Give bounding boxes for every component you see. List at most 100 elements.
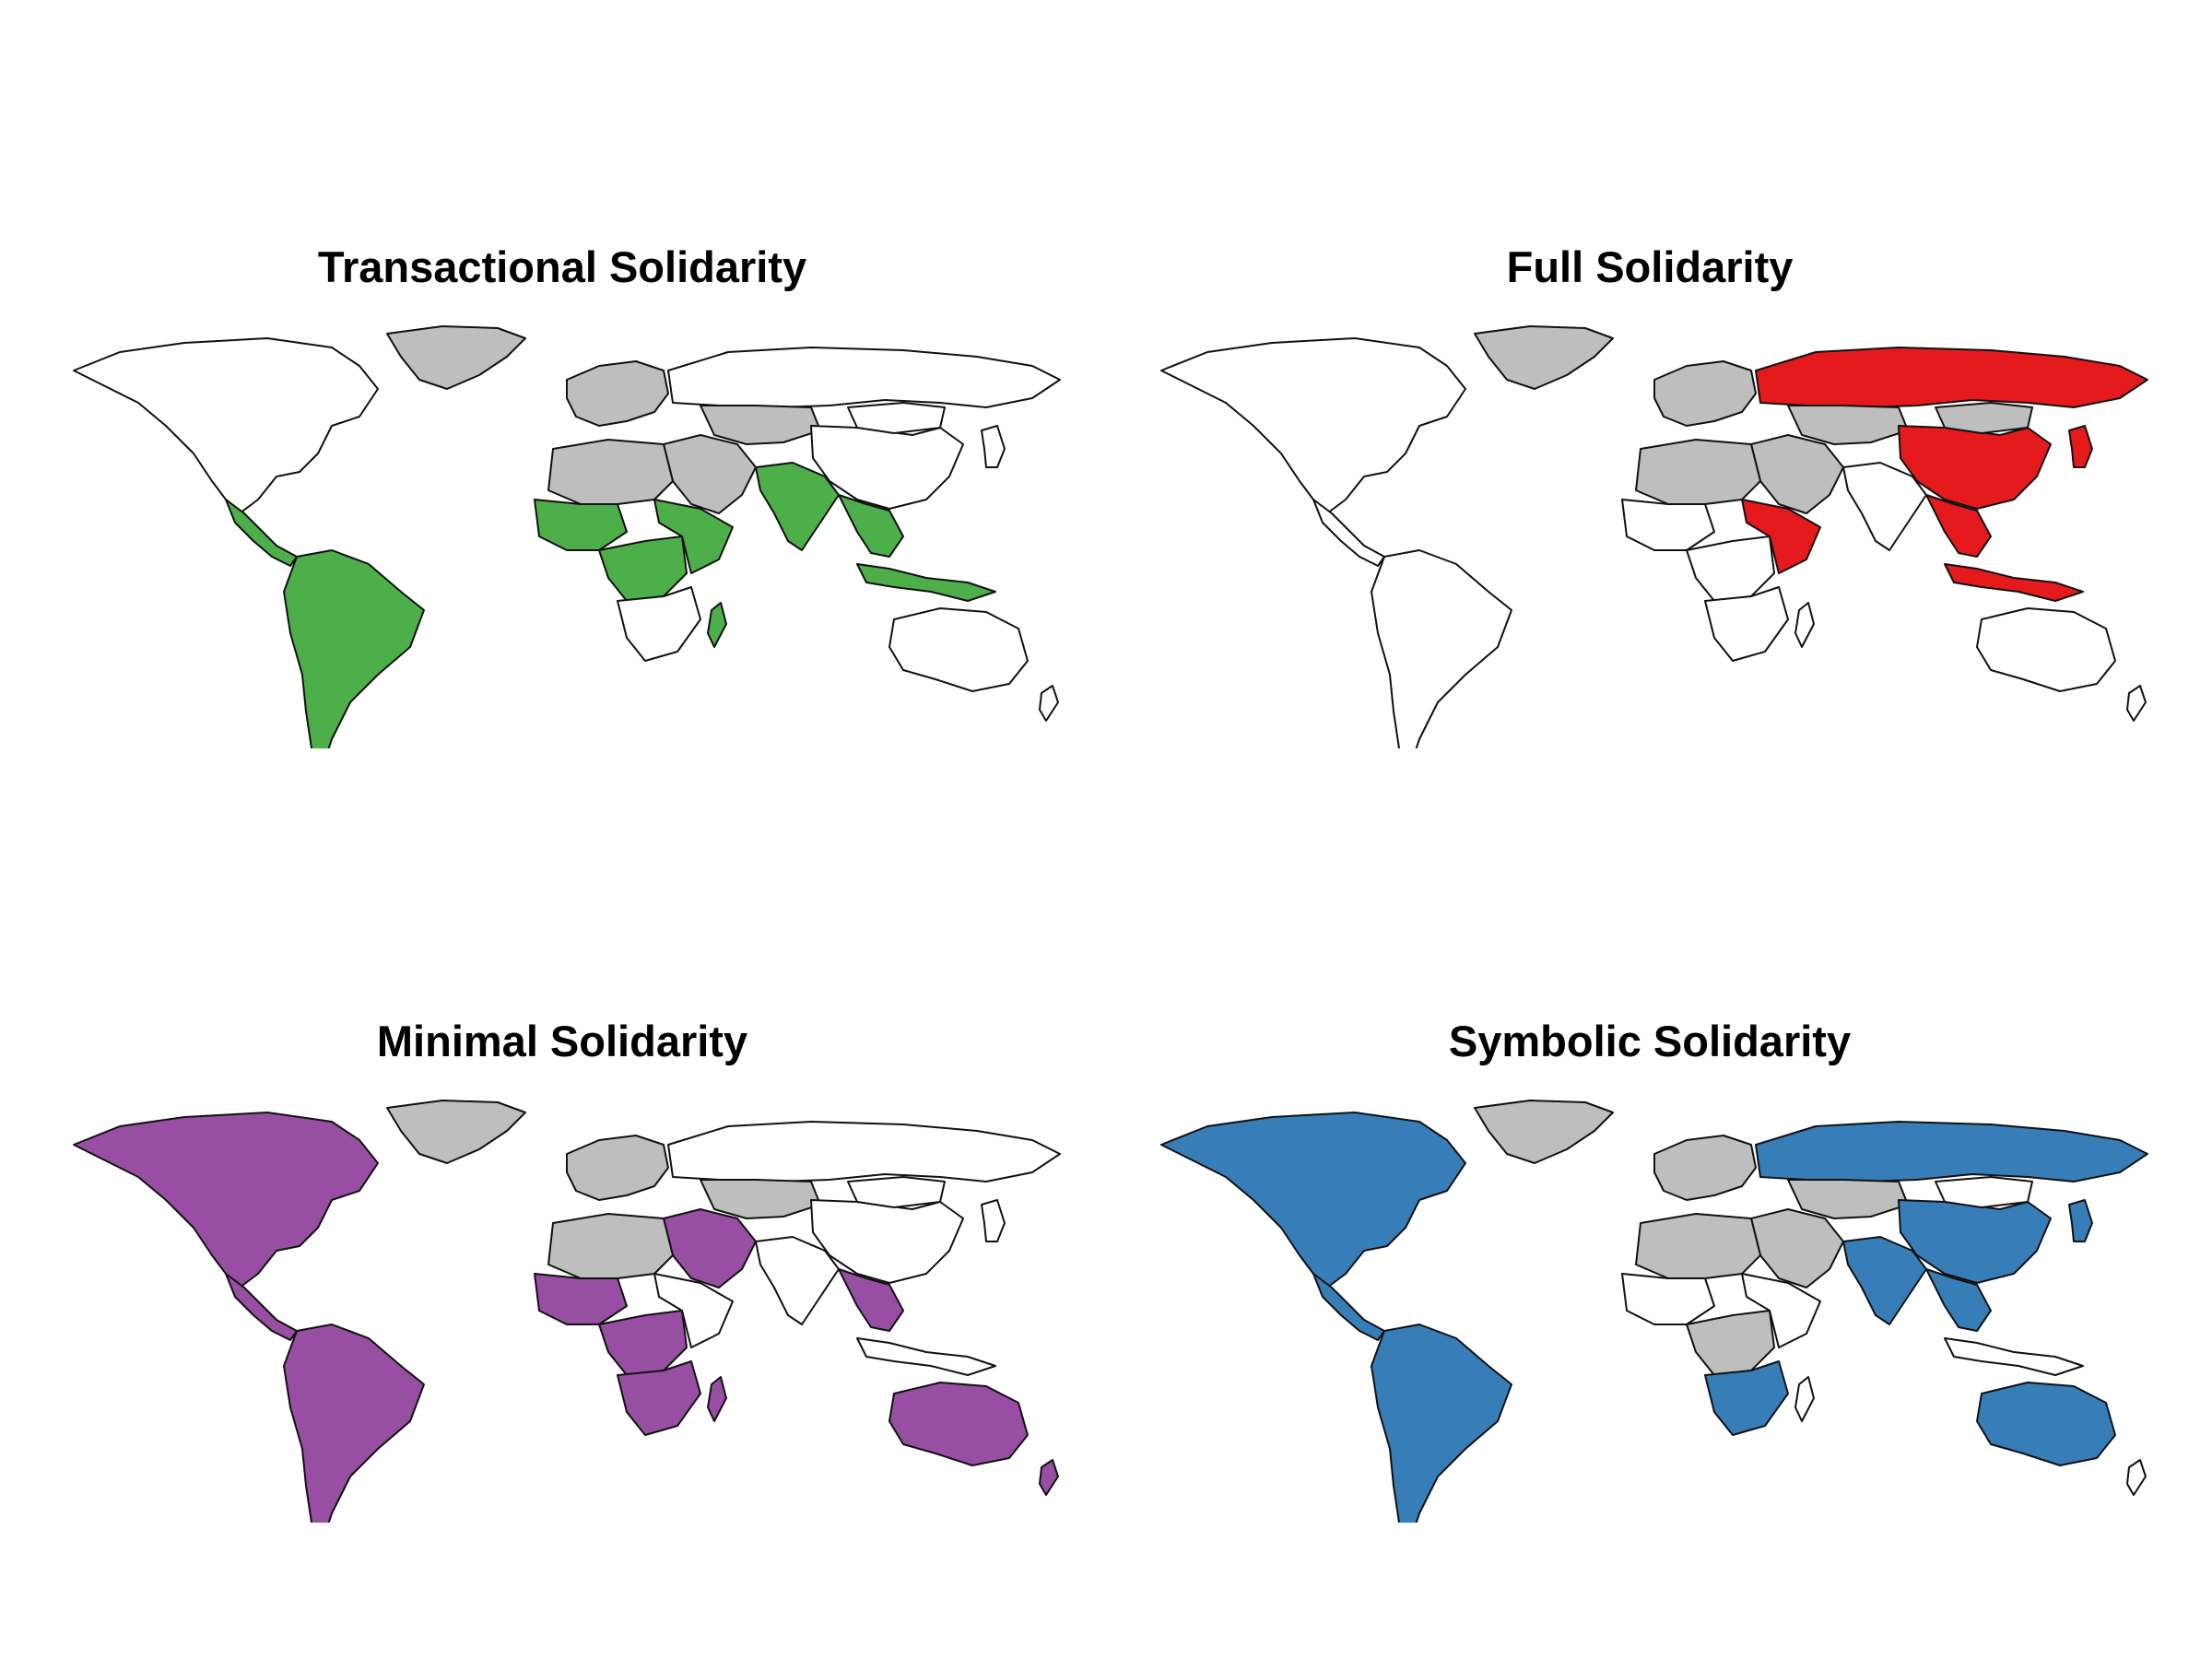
region-india <box>755 462 840 551</box>
region-indonesia <box>856 1337 996 1376</box>
map-canvas <box>1160 1100 2148 1523</box>
region-southeast-asia <box>838 1268 904 1332</box>
region-central-africa <box>598 535 688 602</box>
region-central-asia <box>700 405 821 445</box>
region-china <box>810 425 964 510</box>
region-madagascar <box>707 602 727 648</box>
region-madagascar <box>707 1376 727 1422</box>
region-new-zealand <box>1039 685 1059 722</box>
region-russia <box>667 347 1061 408</box>
region-madagascar <box>1794 602 1815 648</box>
panel-transactional: Transactional Solidarity <box>55 241 1069 758</box>
world-map <box>55 315 1069 748</box>
panel-title: Minimal Solidarity <box>376 1017 748 1065</box>
world-map <box>55 1089 1069 1523</box>
region-europe <box>1653 360 1757 427</box>
region-new-zealand <box>1039 1459 1059 1496</box>
region-west-africa <box>1621 1273 1715 1325</box>
region-australia <box>888 607 1029 692</box>
region-russia <box>1755 1121 2148 1182</box>
region-china <box>810 1199 964 1284</box>
region-mongolia <box>847 1176 946 1208</box>
region-greenland <box>386 325 526 390</box>
region-north-america <box>73 1112 379 1288</box>
region-new-zealand <box>2126 1459 2147 1496</box>
region-middle-east <box>1750 1208 1844 1288</box>
region-north-africa <box>1635 1213 1761 1279</box>
map-canvas <box>73 1100 1061 1523</box>
region-japan <box>2068 1199 2093 1242</box>
region-australia <box>1976 1382 2116 1466</box>
panel-minimal: Minimal Solidarity <box>55 1016 1069 1532</box>
region-central-asia <box>1787 1179 1909 1219</box>
region-north-africa <box>547 439 674 505</box>
region-south-america <box>283 1324 425 1523</box>
region-greenland <box>386 1100 526 1164</box>
region-mongolia <box>847 402 946 434</box>
region-southern-africa <box>617 1360 701 1436</box>
region-australia <box>888 1382 1029 1466</box>
region-japan <box>981 1199 1006 1242</box>
region-north-america <box>1160 337 1466 514</box>
region-australia <box>1976 607 2116 692</box>
region-japan <box>981 425 1006 468</box>
panel-title: Transactional Solidarity <box>317 242 807 291</box>
region-southeast-asia <box>838 494 904 558</box>
region-central-america <box>225 499 298 567</box>
region-central-africa <box>598 1310 688 1376</box>
region-greenland <box>1474 325 1614 390</box>
region-middle-east <box>663 434 757 514</box>
region-north-america <box>73 337 379 514</box>
region-indonesia <box>856 563 996 602</box>
region-new-zealand <box>2126 685 2147 722</box>
region-mongolia <box>1935 1176 2033 1208</box>
region-south-america <box>283 549 425 748</box>
region-north-africa <box>547 1213 674 1279</box>
region-southern-africa <box>1704 586 1789 662</box>
region-central-america <box>1312 1273 1385 1341</box>
region-indonesia <box>1944 1337 2084 1376</box>
panel-full: Full Solidarity <box>1143 241 2157 758</box>
region-europe <box>1653 1135 1757 1201</box>
world-map <box>1143 315 2157 748</box>
region-east-africa <box>1741 499 1821 574</box>
world-map <box>1143 1089 2157 1523</box>
region-southern-africa <box>617 586 701 662</box>
region-russia <box>1755 347 2148 408</box>
panel-title: Symbolic Solidarity <box>1448 1017 1852 1065</box>
map-canvas <box>1160 325 2148 748</box>
region-india <box>1842 462 1927 551</box>
region-east-africa <box>653 499 734 574</box>
panel-symbolic: Symbolic Solidarity <box>1143 1016 2157 1532</box>
region-central-america <box>225 1273 298 1341</box>
region-central-asia <box>1787 405 1909 445</box>
region-mongolia <box>1935 402 2033 434</box>
region-central-asia <box>700 1179 821 1219</box>
region-south-america <box>1371 1324 1512 1523</box>
region-indonesia <box>1944 563 2084 602</box>
region-west-africa <box>1621 499 1715 551</box>
region-greenland <box>1474 1100 1614 1164</box>
region-southeast-asia <box>1925 1268 1992 1332</box>
region-central-america <box>1312 499 1385 567</box>
region-east-africa <box>1741 1273 1821 1348</box>
region-europe <box>566 360 669 427</box>
region-madagascar <box>1794 1376 1815 1422</box>
region-east-africa <box>653 1273 734 1348</box>
panel-title: Full Solidarity <box>1506 242 1794 291</box>
region-north-america <box>1160 1112 1466 1288</box>
region-china <box>1898 1199 2052 1284</box>
region-southern-africa <box>1704 1360 1789 1436</box>
region-china <box>1898 425 2052 510</box>
region-south-america <box>1371 549 1512 748</box>
region-central-africa <box>1686 535 1775 602</box>
region-japan <box>2068 425 2093 468</box>
region-southeast-asia <box>1925 494 1992 558</box>
region-europe <box>566 1135 669 1201</box>
region-middle-east <box>663 1208 757 1288</box>
region-west-africa <box>534 499 628 551</box>
region-central-africa <box>1686 1310 1775 1376</box>
region-west-africa <box>534 1273 628 1325</box>
region-russia <box>667 1121 1061 1182</box>
map-canvas <box>73 325 1061 748</box>
